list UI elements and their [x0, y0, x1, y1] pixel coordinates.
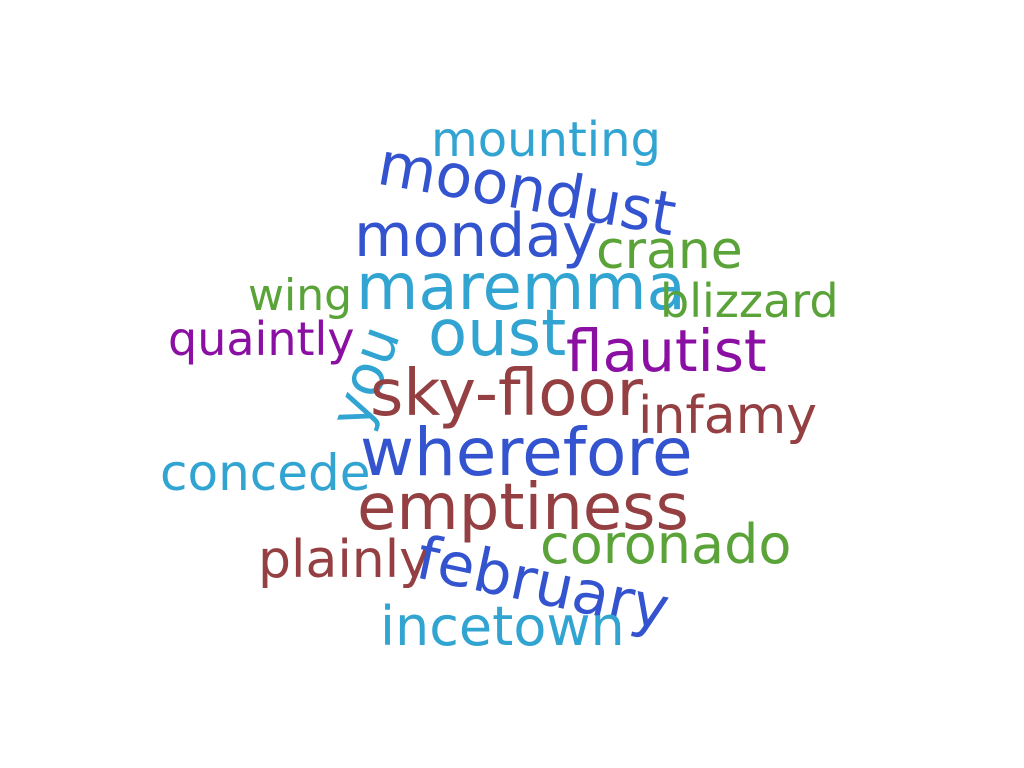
word-infamy: infamy	[638, 386, 818, 446]
word-crane: crane	[596, 221, 743, 281]
word-emptiness: emptiness	[357, 471, 689, 545]
word-sky-floor: sky-floor	[370, 357, 643, 431]
word-blizzard: blizzard	[660, 274, 839, 328]
word-wing: wing	[248, 270, 353, 321]
word-maremma: maremma	[356, 251, 686, 325]
word-wherefore: wherefore	[360, 414, 693, 491]
word-coronado: coronado	[540, 513, 792, 576]
word-mounting: mounting	[431, 112, 662, 168]
word-concede: concede	[160, 444, 371, 502]
word-flautist: flautist	[566, 317, 767, 385]
word-quaintly: quaintly	[168, 312, 355, 366]
word-monday: monday	[354, 201, 598, 271]
word-incetown: incetown	[380, 595, 625, 658]
word-plainly: plainly	[258, 530, 430, 590]
word-oust: oust	[428, 297, 567, 371]
